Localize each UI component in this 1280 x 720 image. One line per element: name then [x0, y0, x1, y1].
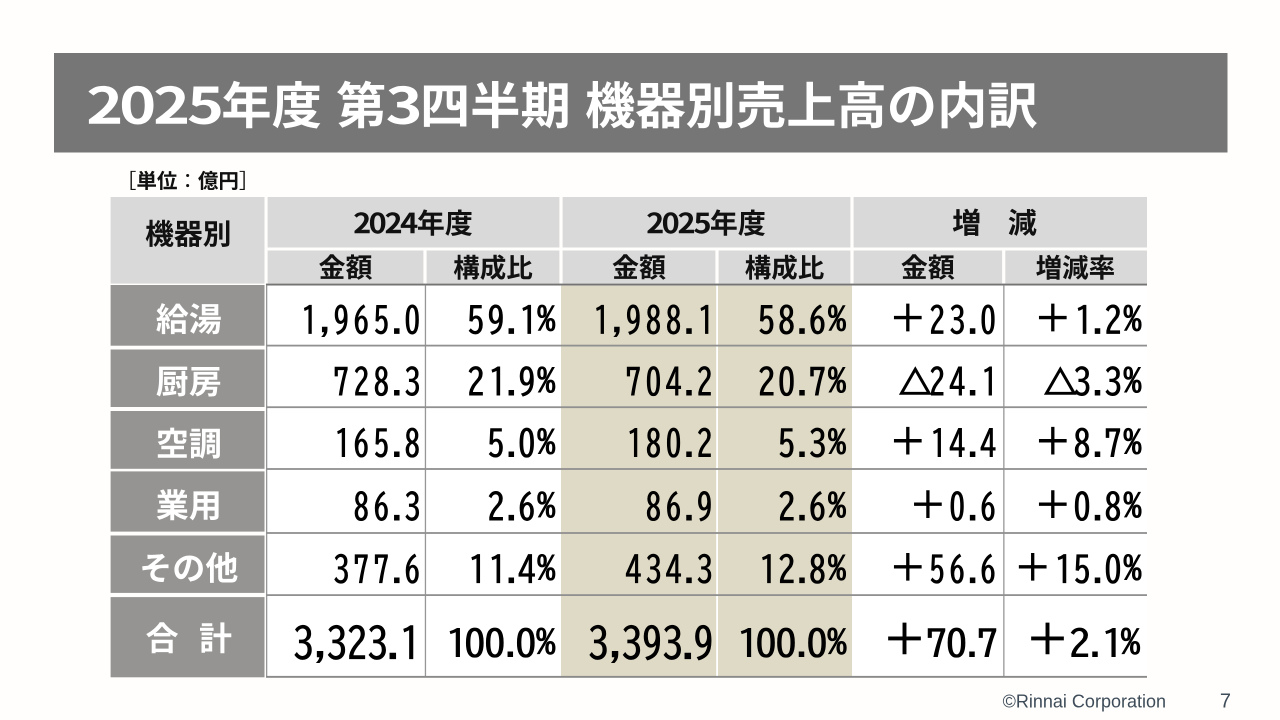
svg-text:7: 7 — [1220, 691, 1231, 713]
svg-text:©Rinnai Corporation: ©Rinnai Corporation — [1003, 692, 1166, 712]
